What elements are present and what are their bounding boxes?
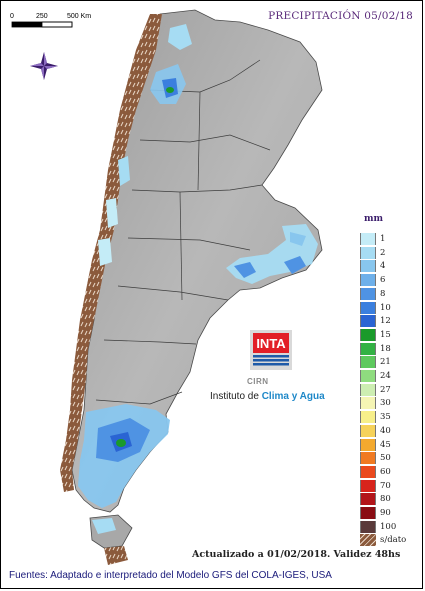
legend-label: 2 bbox=[380, 247, 386, 258]
legend-swatch bbox=[360, 315, 376, 328]
legend-item: 60 bbox=[360, 465, 420, 478]
province-borders bbox=[95, 59, 271, 405]
legend-label: s/dato bbox=[380, 535, 407, 546]
legend-item: 40 bbox=[360, 424, 420, 437]
legend-swatch bbox=[360, 260, 376, 273]
sources-note: Fuentes: Adaptado e interpretado del Mod… bbox=[9, 570, 332, 581]
legend-label: 60 bbox=[380, 466, 391, 477]
legend-item: 90 bbox=[360, 507, 420, 519]
legend-swatch bbox=[360, 452, 376, 465]
compass-rose-icon bbox=[30, 52, 58, 80]
scale-label-0: 0 bbox=[10, 13, 14, 20]
legend-swatch bbox=[360, 424, 376, 437]
legend-item: 50 bbox=[360, 452, 420, 465]
legend-swatch bbox=[360, 438, 376, 451]
legend-item: 15 bbox=[360, 328, 420, 341]
legend-label: 4 bbox=[380, 261, 386, 272]
institute-highlight: Clima y Agua bbox=[261, 391, 325, 402]
legend-item: 35 bbox=[360, 411, 420, 424]
legend-swatch bbox=[360, 534, 376, 547]
legend-label: 70 bbox=[380, 480, 391, 491]
legend-swatch bbox=[360, 520, 376, 533]
scale-label-500: 500 Km bbox=[67, 13, 92, 20]
legend-swatch bbox=[360, 301, 376, 314]
legend-label: 18 bbox=[380, 343, 391, 354]
updated-note: Actualizado a 01/02/2018. Validez 48hs bbox=[192, 549, 401, 560]
nodata-area-chile bbox=[60, 14, 162, 492]
legend-swatch bbox=[360, 328, 376, 341]
legend-item: 8 bbox=[360, 287, 420, 300]
legend-item: 70 bbox=[360, 479, 420, 492]
institute-name: Instituto de Clima y Agua bbox=[210, 391, 325, 402]
legend-swatch bbox=[360, 397, 376, 410]
legend-label: 40 bbox=[380, 425, 391, 436]
legend-swatch bbox=[360, 493, 376, 506]
legend-swatch bbox=[360, 246, 376, 259]
legend-label: 1 bbox=[380, 234, 386, 244]
legend-swatch bbox=[360, 479, 376, 492]
precipitation-areas bbox=[78, 24, 318, 534]
legend-label: 45 bbox=[380, 439, 391, 450]
legend-swatch bbox=[360, 356, 376, 369]
legend-item: 18 bbox=[360, 342, 420, 355]
nodata-area-south bbox=[104, 546, 128, 565]
legend-label: 27 bbox=[380, 384, 391, 395]
legend-item: 6 bbox=[360, 274, 420, 287]
legend-unit: mm bbox=[364, 214, 384, 224]
legend-item: s/dato bbox=[360, 534, 420, 547]
legend-swatch bbox=[360, 342, 376, 355]
ciirn-logo-text: CIRN bbox=[247, 377, 269, 386]
legend-item: 4 bbox=[360, 260, 420, 273]
legend-label: 80 bbox=[380, 494, 391, 505]
legend-swatch bbox=[360, 233, 376, 245]
legend-item: 45 bbox=[360, 438, 420, 451]
legend-swatch bbox=[360, 370, 376, 382]
legend-item: 2 bbox=[360, 246, 420, 259]
scale-label-250: 250 bbox=[36, 13, 48, 20]
legend-item: 1 bbox=[360, 233, 420, 245]
legend-item: 30 bbox=[360, 397, 420, 410]
legend-label: 21 bbox=[380, 357, 391, 368]
legend-swatch bbox=[360, 507, 376, 519]
legend-swatch bbox=[360, 287, 376, 300]
legend-label: 35 bbox=[380, 412, 391, 423]
legend-item: 27 bbox=[360, 383, 420, 396]
legend-item: 21 bbox=[360, 356, 420, 369]
legend-label: 10 bbox=[380, 302, 391, 313]
legend-label: 15 bbox=[380, 329, 391, 340]
legend-item: 10 bbox=[360, 301, 420, 314]
legend-label: 24 bbox=[380, 371, 391, 381]
legend-swatch bbox=[360, 383, 376, 396]
legend-item: 12 bbox=[360, 315, 420, 328]
legend-item: 100 bbox=[360, 520, 420, 533]
legend-label: 100 bbox=[380, 521, 397, 532]
legend-label: 30 bbox=[380, 398, 391, 409]
legend-label: 12 bbox=[380, 316, 391, 327]
map-title: PRECIPITACIÓN 05/02/18 bbox=[268, 10, 413, 22]
legend-item: 80 bbox=[360, 493, 420, 506]
institute-prefix: Instituto de bbox=[210, 391, 262, 402]
legend-label: 90 bbox=[380, 508, 391, 518]
legend-swatch bbox=[360, 465, 376, 478]
legend-swatch bbox=[360, 274, 376, 287]
inta-logo: INTA bbox=[250, 330, 292, 370]
legend-item: 24 bbox=[360, 370, 420, 382]
legend-label: 6 bbox=[380, 275, 386, 286]
scale-bar bbox=[11, 21, 73, 28]
legend-label: 8 bbox=[380, 288, 386, 299]
logo-brand: INTA bbox=[256, 336, 286, 351]
legend-swatch bbox=[360, 411, 376, 424]
legend-label: 50 bbox=[380, 453, 391, 464]
